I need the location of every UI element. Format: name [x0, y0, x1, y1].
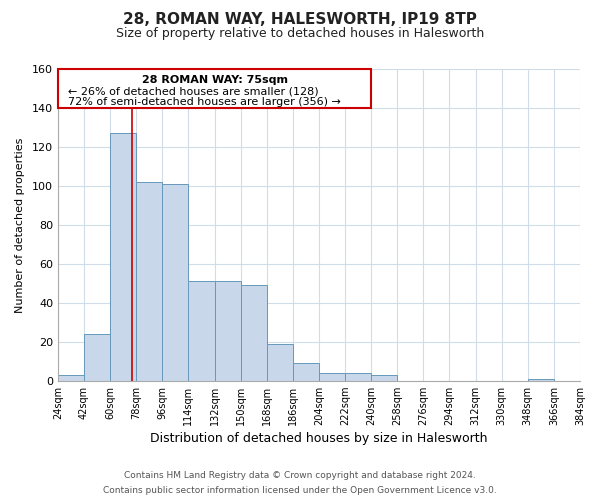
Bar — [319, 373, 345, 380]
Bar — [84, 334, 110, 380]
Bar — [580, 378, 600, 380]
Text: Contains HM Land Registry data © Crown copyright and database right 2024.: Contains HM Land Registry data © Crown c… — [124, 471, 476, 480]
Bar — [345, 373, 371, 380]
Bar — [110, 134, 136, 380]
Bar — [215, 282, 241, 380]
Text: Size of property relative to detached houses in Halesworth: Size of property relative to detached ho… — [116, 28, 484, 40]
Bar — [241, 285, 267, 380]
Bar — [136, 182, 163, 380]
Text: 28, ROMAN WAY, HALESWORTH, IP19 8TP: 28, ROMAN WAY, HALESWORTH, IP19 8TP — [123, 12, 477, 28]
Text: 72% of semi-detached houses are larger (356) →: 72% of semi-detached houses are larger (… — [68, 98, 341, 108]
Bar — [188, 282, 215, 380]
Bar — [371, 375, 397, 380]
Text: 28 ROMAN WAY: 75sqm: 28 ROMAN WAY: 75sqm — [142, 75, 287, 85]
Text: Contains public sector information licensed under the Open Government Licence v3: Contains public sector information licen… — [103, 486, 497, 495]
Bar — [163, 184, 188, 380]
Text: ← 26% of detached houses are smaller (128): ← 26% of detached houses are smaller (12… — [68, 86, 319, 97]
Bar — [58, 375, 84, 380]
Bar — [293, 363, 319, 380]
Y-axis label: Number of detached properties: Number of detached properties — [15, 137, 25, 312]
Bar — [528, 378, 554, 380]
FancyBboxPatch shape — [58, 69, 371, 108]
Bar — [267, 344, 293, 380]
X-axis label: Distribution of detached houses by size in Halesworth: Distribution of detached houses by size … — [150, 432, 488, 445]
